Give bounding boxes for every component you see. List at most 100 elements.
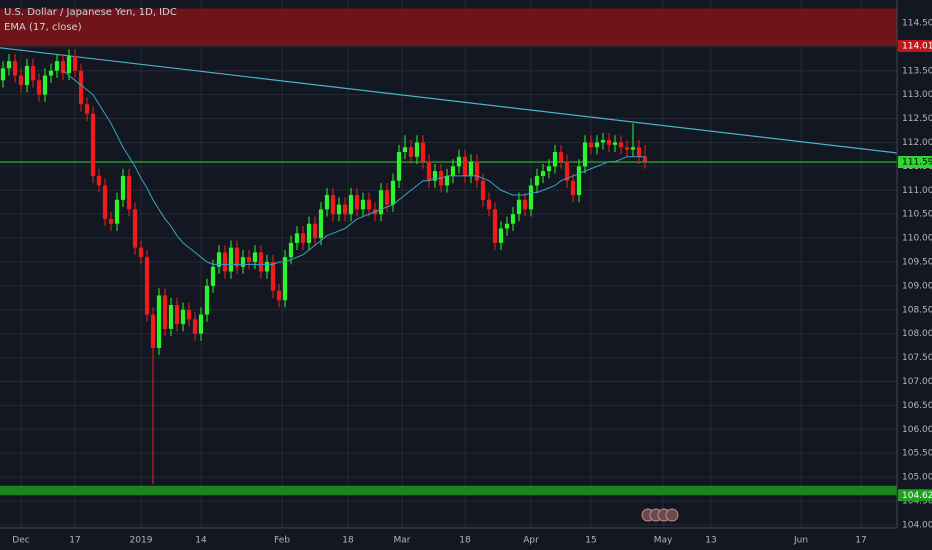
candle-body [600, 140, 606, 143]
y-tick-label: 110.000 [902, 234, 932, 244]
candle-body [246, 257, 252, 262]
candle-body [288, 242, 294, 258]
candle-body [522, 199, 528, 210]
y-tick-label: 106.500 [902, 401, 932, 411]
candle-body [300, 233, 306, 243]
candle-body [552, 152, 558, 167]
candle-body [498, 228, 504, 243]
candle-body [6, 61, 12, 69]
candle-body [612, 142, 618, 145]
x-tick-label: 17 [855, 536, 866, 546]
candle-body [66, 56, 72, 74]
candle-body [126, 175, 132, 210]
y-tick-label: 104.000 [902, 520, 932, 530]
candle-body [480, 180, 486, 200]
candle-body [474, 161, 480, 181]
candle-body [174, 304, 180, 325]
y-tick-label: 105.000 [902, 473, 932, 483]
candle-body [264, 261, 270, 272]
candle-body [204, 285, 210, 315]
price-label-box [898, 489, 932, 502]
candle-body [618, 142, 624, 148]
candle-body [444, 175, 450, 186]
candle-body [42, 75, 48, 95]
x-tick-label: 14 [195, 536, 207, 546]
candle-body [78, 70, 84, 105]
candle-body [516, 199, 522, 215]
candle-body [504, 223, 510, 229]
candle-body [336, 204, 342, 215]
price-label: 104.62 [902, 491, 932, 501]
candle-body [594, 142, 600, 148]
candle-body [276, 290, 282, 301]
price-label-box [898, 156, 932, 169]
y-tick-label: 109.000 [902, 281, 932, 291]
candle-body [420, 142, 426, 162]
candle-body [252, 252, 258, 262]
candle-body [642, 156, 648, 162]
candle-body [324, 195, 330, 210]
candle-body [198, 314, 204, 334]
x-tick-label: Apr [523, 536, 539, 546]
candle-body [54, 61, 60, 71]
y-tick-label: 110.500 [902, 210, 932, 220]
candle-body [630, 147, 636, 150]
candle-body [576, 166, 582, 196]
candle-body [360, 199, 366, 210]
y-tick-label: 109.500 [902, 257, 932, 267]
candle-body [534, 175, 540, 186]
candle-body [312, 223, 318, 239]
candle-body [114, 199, 120, 224]
x-tick-label: 2019 [130, 536, 153, 546]
event-icons[interactable] [641, 508, 679, 522]
candle-body [270, 261, 276, 291]
candle-body [624, 147, 630, 150]
candle-body [156, 295, 162, 349]
candle-body [186, 309, 192, 320]
candle-body [426, 161, 432, 181]
candle-body [510, 214, 516, 224]
x-tick-label: Mar [394, 536, 411, 546]
y-tick-label: 113.500 [902, 66, 932, 76]
candle-body [318, 209, 324, 239]
zone [0, 8, 897, 46]
candle-body [0, 68, 6, 81]
y-tick-label: 105.500 [902, 449, 932, 459]
plot [0, 8, 898, 496]
candle-body [546, 166, 552, 172]
trend-line [0, 47, 898, 154]
x-tick-label: 15 [585, 536, 596, 546]
zone [0, 485, 897, 496]
x-tick-label: May [654, 536, 673, 546]
candle-body [240, 257, 246, 267]
candle-body [210, 266, 216, 286]
grid [0, 0, 897, 528]
candle-body [450, 166, 456, 176]
candle-body [366, 199, 372, 210]
y-tick-label: 106.000 [902, 425, 932, 435]
candle-body [408, 147, 414, 157]
candle-body [636, 147, 642, 157]
candle-body [84, 104, 90, 114]
ema-line [62, 70, 645, 265]
price-axis [897, 0, 932, 550]
candle-body [486, 199, 492, 210]
candle-body [492, 209, 498, 243]
candle-body [282, 257, 288, 301]
candle-body [354, 195, 360, 210]
y-tick-label: 108.500 [902, 305, 932, 315]
candle-body [12, 61, 18, 76]
indicator-legend[interactable]: EMA (17, close) [4, 22, 82, 33]
candle-body [132, 209, 138, 248]
candle-body [540, 171, 546, 176]
candle-body [570, 180, 576, 196]
candle-body [216, 252, 222, 267]
y-tick-label: 113.000 [902, 90, 932, 100]
y-tick-label: 107.500 [902, 353, 932, 363]
y-tick-label: 112.000 [902, 138, 932, 148]
candle-body [192, 319, 198, 334]
candle-body [108, 218, 114, 224]
candle-body [414, 142, 420, 157]
candle-body [96, 175, 102, 186]
x-tick-label: 13 [705, 536, 716, 546]
